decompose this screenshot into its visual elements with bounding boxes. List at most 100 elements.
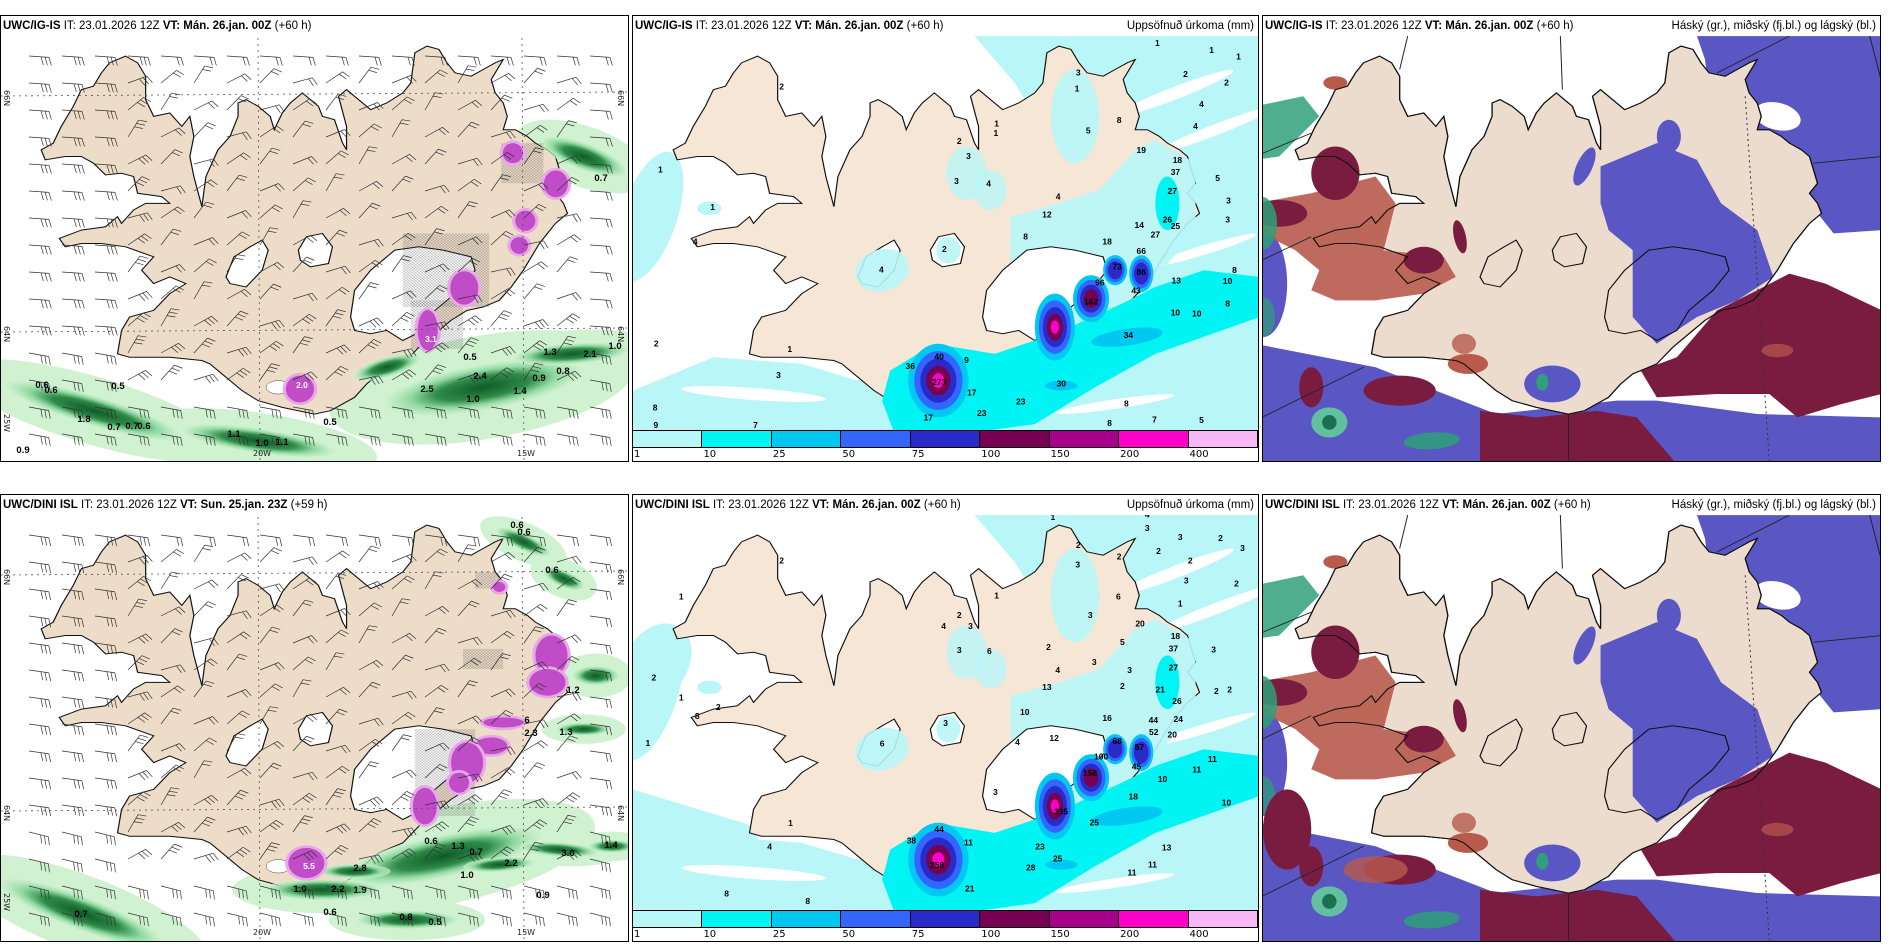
- map-value-label: 10: [1223, 276, 1233, 286]
- wind-barb: [61, 885, 83, 900]
- map-value-label: 3: [1076, 68, 1081, 78]
- meridian-line: [1399, 514, 1409, 549]
- wind-barb: [127, 406, 150, 419]
- wind-barb: [28, 244, 52, 255]
- wind-barb: [523, 740, 549, 752]
- map-value-label: 2: [942, 244, 947, 254]
- wind-barb: [61, 750, 85, 763]
- wind-barb: [28, 217, 52, 228]
- wind-barb: [424, 534, 448, 547]
- wind-barb: [28, 109, 52, 120]
- wind-barb: [556, 912, 578, 927]
- wind-barb: [424, 184, 450, 194]
- graticule-label: 66N: [2, 90, 11, 107]
- wind-barb: [193, 680, 215, 698]
- wind-barb: [259, 406, 282, 419]
- colorbar-swatch: [910, 911, 981, 928]
- graticule-label: 15W: [517, 928, 536, 937]
- wind-barb: [259, 55, 283, 66]
- wind-barb: [127, 97, 152, 111]
- wind-barb: [28, 379, 51, 392]
- high-cloud-area: [1263, 789, 1312, 870]
- precip-core: [932, 852, 945, 867]
- wind-barb: [259, 547, 282, 563]
- wind-barb: [523, 103, 549, 113]
- wind-barb: [94, 406, 117, 419]
- convective-cloud-area: [1263, 196, 1278, 250]
- wind-barb: [226, 846, 251, 860]
- wind-barb: [457, 178, 482, 192]
- wind-barb: [259, 842, 280, 860]
- wind-barb: [28, 190, 52, 201]
- wind-barb: [589, 912, 611, 927]
- wind-barb: [424, 663, 450, 673]
- map-value-label: 86: [1137, 267, 1147, 277]
- high-cloud-area: [1403, 246, 1444, 274]
- wind-barb: [424, 148, 447, 165]
- wind-barb: [490, 609, 516, 619]
- wind-barb: [61, 109, 85, 120]
- map-value-label: 2: [1120, 681, 1125, 691]
- precip-area: [463, 856, 536, 873]
- wind-barb: [523, 885, 545, 900]
- wind-barb: [391, 55, 415, 66]
- wind-barb: [193, 258, 217, 273]
- map-value-label: 13: [1171, 276, 1181, 286]
- low-cloud-area: [1573, 147, 1596, 186]
- meridian-line: [1399, 35, 1409, 70]
- map-layer: [633, 515, 1258, 912]
- wind-barb: [226, 433, 249, 446]
- wind-barb: [358, 681, 381, 698]
- meridian-line: [1559, 515, 1563, 569]
- wind-barb: [424, 228, 445, 246]
- wind-barb: [193, 315, 219, 327]
- mid-cloud-area: [1447, 832, 1489, 853]
- wind-barb: [160, 228, 182, 246]
- wind-barb: [226, 131, 252, 141]
- wind-barb: [325, 93, 347, 111]
- wind-barb: [358, 406, 381, 419]
- wind-barb: [391, 554, 417, 563]
- wind-barb: [94, 912, 116, 927]
- precip-10mm-area: [936, 715, 961, 743]
- wind-barb: [127, 534, 151, 547]
- wind-barb: [391, 232, 416, 246]
- wind-barb: [127, 848, 153, 860]
- map-value-label: 2.0: [296, 380, 308, 390]
- wind-barb: [457, 600, 480, 617]
- map-value-label: 26: [1163, 214, 1173, 224]
- map-value-label: 3: [993, 787, 998, 797]
- dry-streak: [681, 865, 826, 881]
- map-value-label: 37: [1171, 167, 1181, 177]
- wind-barb: [325, 823, 351, 834]
- precip-area: [571, 665, 620, 686]
- map-value-label: 4: [879, 265, 884, 275]
- map-value-label: 34: [1124, 330, 1134, 340]
- dry-streak: [681, 386, 826, 402]
- precip-core: [1050, 320, 1059, 334]
- map-value-label: 25: [1053, 854, 1063, 864]
- map-value-label: 1: [1178, 599, 1183, 609]
- wind-barb: [160, 433, 183, 446]
- wind-barb: [457, 544, 477, 563]
- wind-barb: [490, 267, 516, 277]
- wind-barb: [325, 129, 351, 138]
- wind-barb: [589, 615, 613, 628]
- wind-barb: [325, 344, 351, 355]
- wind-barb: [523, 406, 546, 419]
- wind-barb: [193, 579, 219, 590]
- precip-area: [262, 879, 383, 901]
- map-value-label: 6: [987, 646, 992, 656]
- high-cloud-area: [1299, 367, 1324, 408]
- wind-barb: [61, 534, 85, 547]
- wind-barb: [325, 433, 348, 446]
- wind-barb: [424, 126, 450, 138]
- wind-barb: [292, 912, 314, 927]
- wind-barb: [424, 364, 447, 381]
- wind-barb: [127, 369, 153, 381]
- wind-barb: [61, 163, 85, 174]
- map-value-label: 2.8: [353, 863, 366, 874]
- wind-barb: [556, 576, 581, 590]
- wind-barb: [556, 120, 577, 138]
- wind-barb: [292, 55, 316, 66]
